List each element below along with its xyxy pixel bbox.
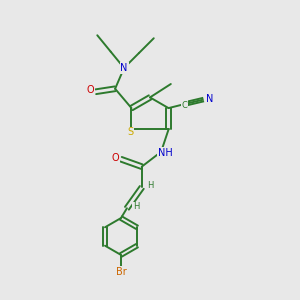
Text: N: N bbox=[206, 94, 213, 103]
Text: N: N bbox=[120, 63, 128, 73]
Text: NH: NH bbox=[158, 148, 173, 158]
Text: C: C bbox=[182, 100, 188, 109]
Text: Br: Br bbox=[116, 267, 126, 277]
Text: O: O bbox=[112, 153, 119, 163]
Text: S: S bbox=[127, 128, 133, 137]
Text: O: O bbox=[87, 85, 94, 95]
Text: H: H bbox=[148, 182, 154, 190]
Text: H: H bbox=[133, 202, 139, 211]
